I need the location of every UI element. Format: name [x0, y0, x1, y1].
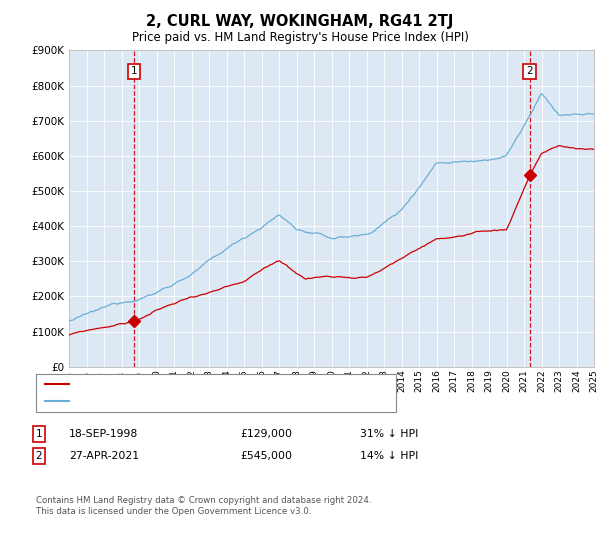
- Text: 31% ↓ HPI: 31% ↓ HPI: [360, 429, 418, 439]
- Text: 14% ↓ HPI: 14% ↓ HPI: [360, 451, 418, 461]
- Text: 1: 1: [131, 67, 137, 77]
- Text: £545,000: £545,000: [240, 451, 292, 461]
- Text: 2: 2: [526, 67, 533, 77]
- Text: 18-SEP-1998: 18-SEP-1998: [69, 429, 138, 439]
- Text: £129,000: £129,000: [240, 429, 292, 439]
- Text: 2, CURL WAY, WOKINGHAM, RG41 2TJ (detached house): 2, CURL WAY, WOKINGHAM, RG41 2TJ (detach…: [73, 379, 352, 389]
- Text: 1: 1: [35, 429, 43, 439]
- Text: 2, CURL WAY, WOKINGHAM, RG41 2TJ: 2, CURL WAY, WOKINGHAM, RG41 2TJ: [146, 14, 454, 29]
- Text: Price paid vs. HM Land Registry's House Price Index (HPI): Price paid vs. HM Land Registry's House …: [131, 31, 469, 44]
- Text: HPI: Average price, detached house, Wokingham: HPI: Average price, detached house, Woki…: [73, 396, 316, 406]
- Text: 27-APR-2021: 27-APR-2021: [69, 451, 139, 461]
- Text: 2: 2: [35, 451, 43, 461]
- Text: Contains HM Land Registry data © Crown copyright and database right 2024.
This d: Contains HM Land Registry data © Crown c…: [36, 496, 371, 516]
